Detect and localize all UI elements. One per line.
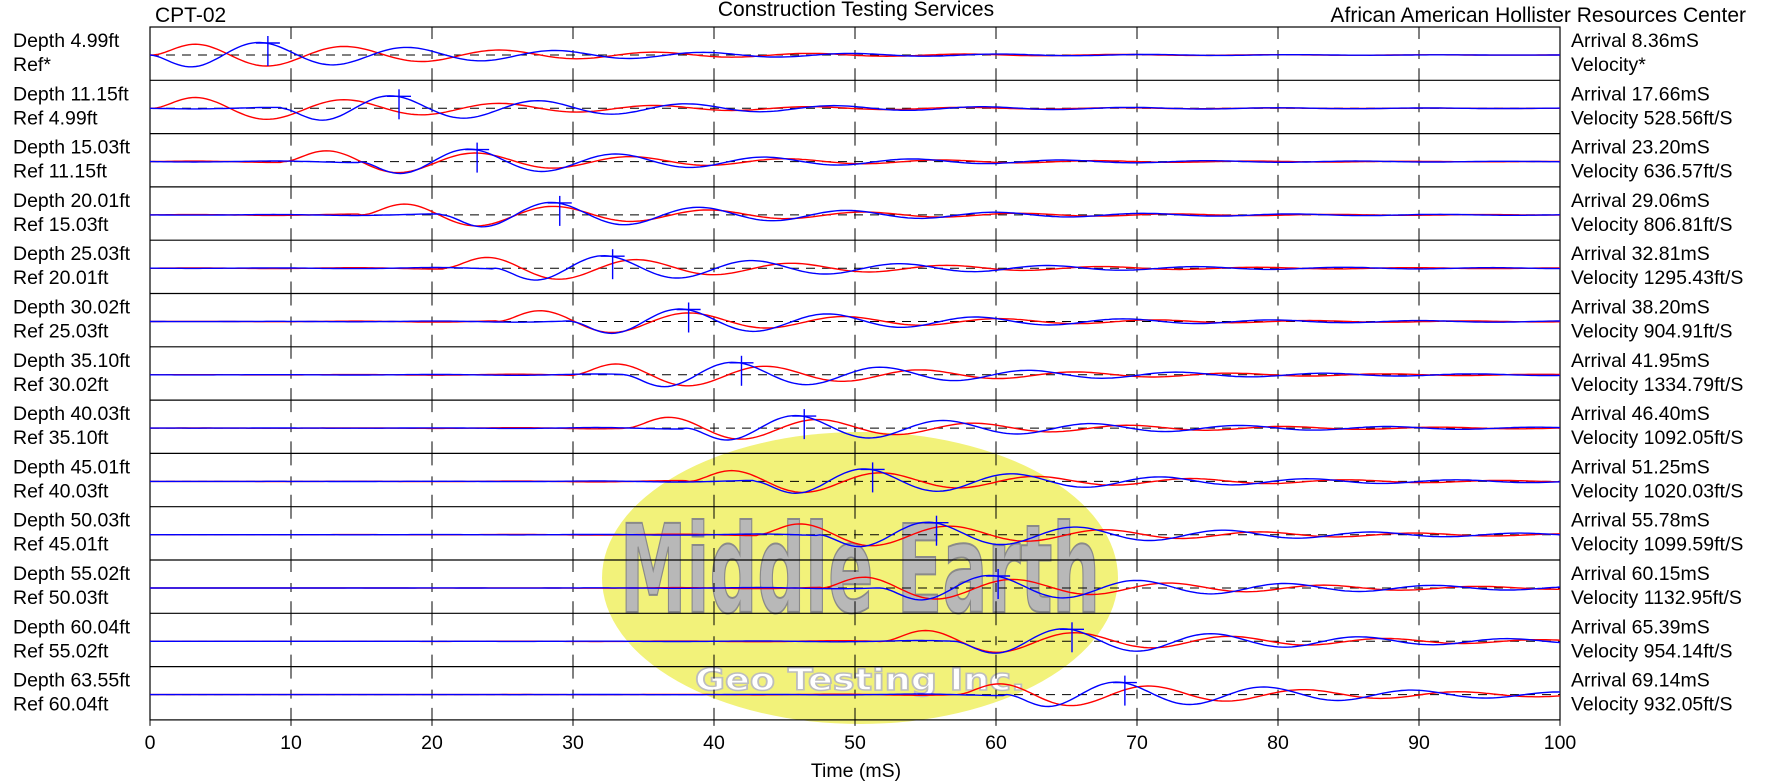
- watermark: Middle Earth Geo Testing Inc.: [602, 432, 1118, 724]
- depth-trace: [150, 148, 1561, 175]
- arrival-label: Arrival 46.40mS: [1571, 403, 1710, 425]
- x-tick-label: 80: [1267, 732, 1289, 754]
- watermark-title: Middle Earth: [620, 499, 1100, 641]
- depth-trace: [150, 414, 1561, 441]
- velocity-label: Velocity 1099.59ft/S: [1571, 534, 1743, 556]
- x-tick-label: 10: [280, 732, 302, 754]
- arrival-label: Arrival 55.78mS: [1571, 510, 1710, 532]
- velocity-label: Velocity 806.81ft/S: [1571, 214, 1733, 236]
- depth-trace: [150, 308, 1560, 335]
- depth-label: Depth 45.01ft: [13, 456, 131, 478]
- velocity-label: Velocity 954.14ft/S: [1571, 640, 1733, 662]
- arrival-label: Arrival 60.15mS: [1571, 563, 1710, 585]
- velocity-label: Velocity 1092.05ft/S: [1571, 427, 1743, 449]
- x-tick-label: 60: [985, 732, 1007, 754]
- watermark-subtitle: Geo Testing Inc.: [695, 663, 1025, 698]
- depth-label: Depth 20.01ft: [13, 190, 131, 212]
- x-tick-label: 20: [421, 732, 443, 754]
- x-tick-label: 50: [844, 732, 866, 754]
- arrival-label: Arrival 17.66mS: [1571, 83, 1710, 105]
- depth-trace: [150, 361, 1561, 388]
- velocity-label: Velocity 904.91ft/S: [1571, 321, 1733, 343]
- x-tick-label: 40: [703, 732, 725, 754]
- velocity-label: Velocity 528.56ft/S: [1571, 107, 1733, 129]
- arrival-label: Arrival 41.95mS: [1571, 350, 1710, 372]
- depth-trace: [149, 95, 1561, 121]
- ref-label: Ref 60.04ft: [13, 694, 109, 716]
- arrival-label: Arrival 38.20mS: [1571, 297, 1710, 319]
- x-axis-label: Time (mS): [811, 760, 901, 782]
- depth-label: Depth 25.03ft: [13, 243, 131, 265]
- ref-label: Ref 55.02ft: [13, 640, 109, 662]
- depth-label: Depth 35.10ft: [13, 350, 131, 372]
- depth-trace: [150, 254, 1560, 281]
- arrival-label: Arrival 32.81mS: [1571, 243, 1710, 265]
- depth-trace: [149, 41, 1560, 68]
- depth-label: Depth 11.15ft: [13, 83, 129, 105]
- depth-label: Depth 50.03ft: [13, 510, 131, 532]
- arrival-label: Arrival 65.39mS: [1571, 616, 1710, 638]
- x-axis: 0 10 20 30 40 50 60 70 80 90 100: [145, 719, 1577, 754]
- depth-label: Depth 15.03ft: [13, 137, 131, 159]
- velocity-label: Velocity 636.57ft/S: [1571, 161, 1733, 183]
- ref-label: Ref 4.99ft: [13, 107, 98, 129]
- depth-label: Depth 40.03ft: [13, 403, 131, 425]
- x-tick-label: 30: [562, 732, 584, 754]
- ref-label: Ref 15.03ft: [13, 214, 109, 236]
- company-name: Construction Testing Services: [718, 0, 994, 21]
- depth-trace: [150, 574, 1561, 601]
- velocity-label: Velocity 932.05ft/S: [1571, 694, 1733, 716]
- depth-trace: [150, 628, 1561, 654]
- depth-label: Depth 55.02ft: [13, 563, 131, 585]
- ref-label: Ref 45.01ft: [13, 534, 109, 556]
- depth-trace: [150, 201, 1560, 228]
- x-tick-label: 100: [1544, 732, 1577, 754]
- ref-label: Ref 25.03ft: [13, 321, 109, 343]
- velocity-label: Velocity 1020.03ft/S: [1571, 480, 1743, 502]
- grid: [149, 26, 1561, 721]
- ref-label: Ref 35.10ft: [13, 427, 109, 449]
- depth-label: Depth 4.99ft: [13, 30, 120, 52]
- velocity-label: Velocity 1334.79ft/S: [1571, 374, 1743, 396]
- velocity-label: Velocity*: [1571, 54, 1646, 76]
- project-name: African American Hollister Resources Cen…: [1331, 4, 1747, 27]
- velocity-label: Velocity 1295.43ft/S: [1571, 267, 1743, 289]
- x-tick-label: 0: [145, 732, 156, 754]
- ref-label: Ref*: [13, 54, 51, 76]
- depth-label: Depth 63.55ft: [13, 670, 131, 692]
- arrival-label: Arrival 23.20mS: [1571, 137, 1710, 159]
- depth-trace: [150, 521, 1561, 548]
- arrival-label: Arrival 29.06mS: [1571, 190, 1710, 212]
- velocity-label: Velocity 1132.95ft/S: [1571, 587, 1742, 609]
- x-tick-label: 90: [1408, 732, 1430, 754]
- ref-label: Ref 20.01ft: [13, 267, 109, 289]
- arrival-label: Arrival 8.36mS: [1571, 30, 1699, 52]
- ref-label: Ref 30.02ft: [13, 374, 109, 396]
- arrival-label: Arrival 69.14mS: [1571, 670, 1710, 692]
- ref-label: Ref 50.03ft: [13, 587, 109, 609]
- ref-label: Ref 40.03ft: [13, 480, 109, 502]
- depth-label: Depth 30.02ft: [13, 297, 131, 319]
- x-tick-label: 70: [1126, 732, 1148, 754]
- depth-trace: [150, 681, 1561, 708]
- sounding-id: CPT-02: [155, 4, 226, 27]
- ref-label: Ref 11.15ft: [13, 161, 108, 183]
- depth-trace: [150, 468, 1561, 495]
- arrival-label: Arrival 51.25mS: [1571, 456, 1710, 478]
- traces: [149, 36, 1561, 708]
- depth-label: Depth 60.04ft: [13, 616, 131, 638]
